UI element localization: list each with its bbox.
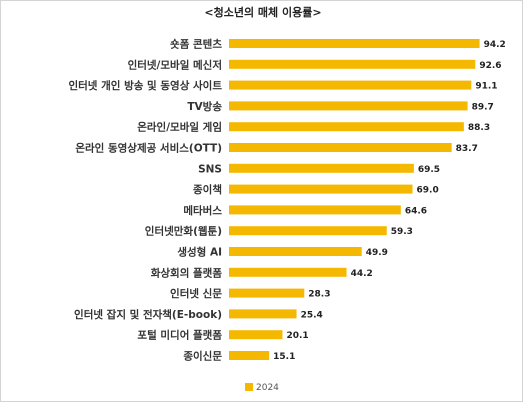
bar — [229, 39, 480, 48]
category-label: SNS — [198, 163, 222, 175]
bar — [229, 288, 305, 298]
legend-swatch-2024 — [245, 383, 253, 391]
category-label: 인터넷 개인 방송 및 동영상 사이트 — [68, 79, 222, 92]
bar — [229, 330, 283, 340]
bar — [229, 247, 362, 256]
data-label: 94.2 — [484, 40, 506, 50]
data-label: 88.3 — [468, 123, 490, 133]
category-label: 생성형 AI — [177, 246, 222, 259]
bar — [229, 351, 270, 360]
category-label: 온라인 동영상제공 서비스(OTT) — [75, 142, 222, 155]
category-label: 숏폼 콘텐츠 — [170, 38, 222, 51]
category-label: 인터넷/모바일 메신저 — [128, 58, 222, 71]
data-label: 64.6 — [405, 206, 427, 216]
bar — [229, 184, 413, 194]
bar — [229, 59, 476, 69]
bar — [229, 163, 414, 173]
chart-title: <청소년의 매체 이용률> — [204, 5, 321, 19]
data-label: 15.1 — [273, 352, 295, 362]
data-label: 20.1 — [286, 331, 308, 341]
category-label: 인터넷 잡지 및 전자책(E-book) — [74, 308, 222, 321]
data-label: 25.4 — [301, 310, 323, 320]
data-label: 91.1 — [475, 82, 497, 92]
data-label: 89.7 — [472, 102, 494, 112]
legend: 2024 — [245, 383, 279, 393]
category-label: 포털 미디어 플랫폼 — [137, 329, 222, 342]
category-label: 종이신문 — [183, 350, 222, 363]
category-label: 인터넷만화(웹툰) — [145, 225, 222, 238]
category-label: 온라인/모바일 게임 — [137, 121, 222, 134]
category-label: 화상회의 플랫폼 — [151, 266, 223, 279]
data-label: 83.7 — [456, 144, 478, 154]
bar — [229, 205, 401, 215]
data-label: 44.2 — [351, 269, 373, 279]
bar — [229, 101, 468, 111]
category-label: 인터넷 신문 — [170, 287, 222, 300]
data-label: 49.9 — [366, 248, 388, 258]
data-label: 59.3 — [391, 227, 413, 237]
data-label: 69.5 — [418, 165, 440, 175]
category-label: 종이책 — [193, 183, 222, 196]
bar — [229, 267, 347, 277]
bar — [229, 80, 472, 90]
category-label: TV방송 — [187, 100, 222, 113]
data-label: 92.6 — [479, 61, 501, 71]
bar — [229, 309, 297, 319]
data-label: 28.3 — [308, 290, 330, 300]
legend-label-2024: 2024 — [256, 383, 279, 393]
bar — [229, 143, 452, 152]
data-label: 69.0 — [417, 186, 439, 196]
bar — [229, 122, 464, 132]
category-label: 메타버스 — [183, 204, 222, 217]
bars-group: 숏폼 콘텐츠 94.2 인터넷/모바일 메신저 92.6 인터넷 개인 방송 및 동영상… — [68, 38, 505, 363]
bar — [229, 226, 387, 236]
